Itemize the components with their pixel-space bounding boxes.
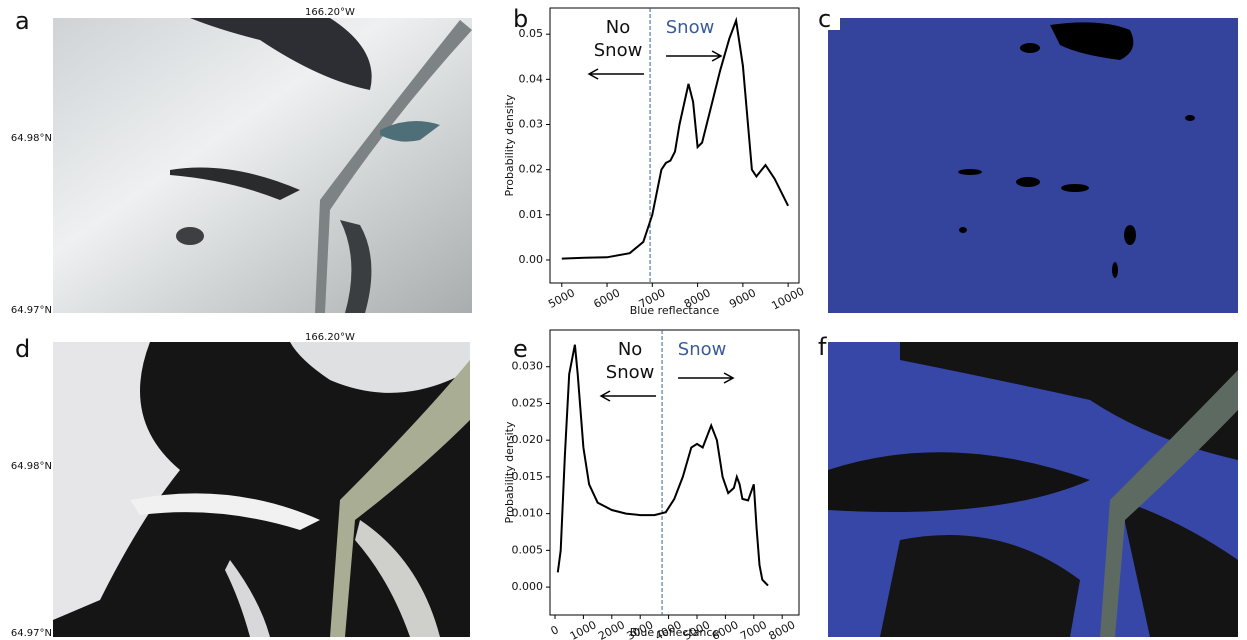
y-tick-label: 0.030: [512, 360, 544, 373]
y-tick-label: 0.015: [512, 470, 544, 483]
y-tick-label: 0.020: [512, 433, 544, 446]
panel-label: c: [818, 5, 831, 33]
panel-label: a: [15, 7, 30, 35]
x-tick-label: 5000: [546, 286, 577, 311]
snow-mask-c: [828, 18, 1238, 313]
panel-label: d: [15, 335, 30, 363]
snow-overlay-f: [828, 342, 1238, 637]
no-snow-label: No: [618, 339, 642, 360]
panel-label: f: [818, 333, 827, 361]
y-tick-label: 0.010: [512, 507, 544, 520]
page: {"figure": {"panel_labels": ["a", "b", "…: [0, 0, 1247, 640]
latitude-label: 64.97°N: [11, 628, 52, 639]
x-tick-label: 0: [549, 623, 561, 638]
x-tick-label: 10000: [769, 285, 806, 313]
plot-frame: [550, 8, 799, 283]
x-tick-label: 7000: [738, 618, 769, 640]
x-tick-label: 2000: [596, 618, 627, 640]
snow-label: Snow: [666, 17, 715, 38]
x-tick-label: 6000: [591, 286, 622, 311]
latitude-label: 64.98°N: [11, 461, 52, 472]
right-arrow: [666, 51, 721, 61]
density-curve: [558, 345, 768, 586]
y-tick-label: 0.025: [512, 396, 544, 409]
y-tick-label: 0.05: [519, 27, 544, 40]
y-tick-label: 0.01: [519, 208, 544, 221]
x-tick-label: 1000: [568, 618, 599, 640]
longitude-label: 166.20°W: [305, 332, 355, 343]
y-tick-label: 0.00: [519, 253, 544, 266]
satellite-image-d: [53, 342, 470, 637]
figure: abcdef166.20°W64.98°N64.97°N166.20°W64.9…: [0, 0, 1247, 640]
longitude-label: 166.20°W: [305, 7, 355, 18]
x-axis-label: Blue reflectance: [630, 626, 720, 639]
x-tick-label: 9000: [727, 286, 758, 311]
y-tick-label: 0.04: [519, 72, 544, 85]
y-tick-label: 0.000: [512, 580, 544, 593]
x-axis-label: Blue reflectance: [630, 304, 720, 317]
no-snow-label: Snow: [606, 362, 655, 383]
y-tick-label: 0.005: [512, 543, 544, 556]
latitude-label: 64.98°N: [11, 133, 52, 144]
y-axis-label: Probability density: [503, 94, 516, 196]
left-arrow: [601, 391, 656, 401]
x-tick-label: 8000: [767, 618, 798, 640]
y-axis-label: Probability density: [503, 421, 516, 523]
no-snow-label: Snow: [594, 40, 643, 61]
y-tick-label: 0.03: [519, 118, 544, 131]
satellite-image-a: [53, 18, 472, 313]
y-tick-label: 0.02: [519, 163, 544, 176]
snow-label: Snow: [678, 339, 727, 360]
right-arrow: [678, 373, 733, 383]
no-snow-label: No: [606, 17, 630, 38]
latitude-label: 64.97°N: [11, 305, 52, 316]
left-arrow: [589, 69, 644, 79]
